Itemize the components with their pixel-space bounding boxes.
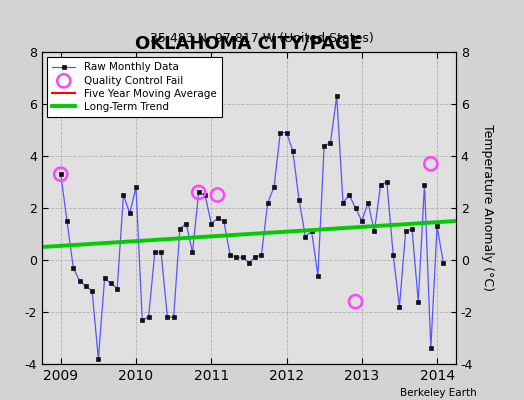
Raw Monthly Data — [89, 289, 95, 294]
Raw Monthly Data — [58, 172, 64, 177]
Raw Monthly Data — [334, 94, 340, 99]
Quality Control Fail — [213, 192, 222, 198]
Raw Monthly Data — [164, 315, 170, 320]
Raw Monthly Data — [440, 260, 446, 265]
Raw Monthly Data — [252, 255, 258, 260]
Raw Monthly Data — [296, 198, 302, 202]
Quality Control Fail — [57, 171, 65, 178]
Y-axis label: Temperature Anomaly (°C): Temperature Anomaly (°C) — [481, 124, 494, 292]
Legend: Raw Monthly Data, Quality Control Fail, Five Year Moving Average, Long-Term Tren: Raw Monthly Data, Quality Control Fail, … — [47, 57, 222, 117]
Text: Berkeley Earth: Berkeley Earth — [400, 388, 477, 398]
Title: OKLAHOMA CITY/PAGE: OKLAHOMA CITY/PAGE — [135, 34, 363, 52]
Quality Control Fail — [352, 298, 360, 305]
Raw Monthly Data — [402, 229, 409, 234]
Quality Control Fail — [427, 160, 435, 167]
Quality Control Fail — [194, 189, 203, 196]
Text: 35.483 N, 97.817 W (United States): 35.483 N, 97.817 W (United States) — [150, 32, 374, 45]
Raw Monthly Data — [139, 318, 145, 322]
Raw Monthly Data — [95, 356, 102, 361]
Line: Raw Monthly Data: Raw Monthly Data — [59, 94, 445, 361]
